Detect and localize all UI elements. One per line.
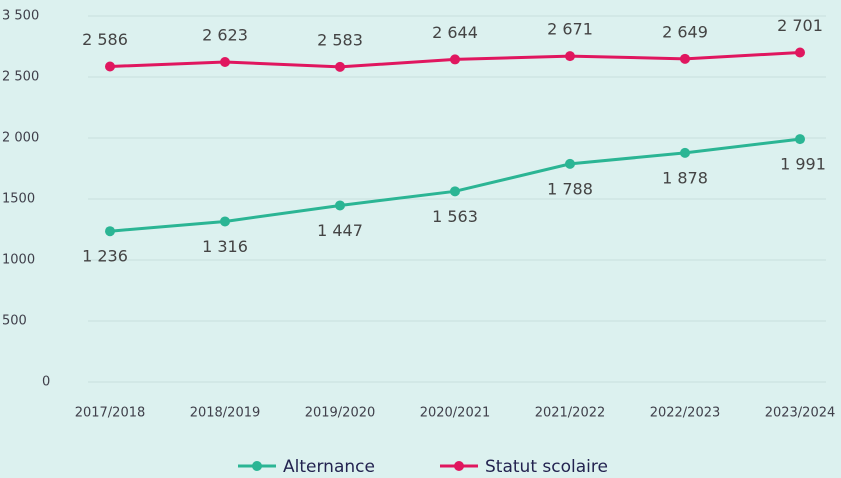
- data-label: 2 623: [202, 25, 248, 44]
- data-point: [795, 134, 805, 145]
- legend-marker: [454, 461, 464, 471]
- x-tick-label: 2017/2018: [75, 406, 146, 421]
- x-tick-label: 2022/2023: [650, 406, 721, 421]
- data-label: 2 649: [662, 22, 708, 41]
- data-label: 1 991: [780, 155, 826, 174]
- data-label: 2 644: [432, 23, 478, 42]
- data-label: 2 586: [82, 30, 128, 49]
- data-point: [795, 47, 805, 58]
- x-tick-label: 2021/2022: [535, 406, 606, 421]
- data-label: 2 701: [777, 16, 823, 35]
- data-label: 2 671: [547, 20, 593, 39]
- y-tick-label: 3 500: [2, 9, 39, 24]
- y-tick-label: 500: [2, 314, 27, 329]
- data-point: [105, 226, 115, 237]
- data-point: [450, 186, 460, 197]
- data-label: 1 316: [202, 237, 248, 256]
- y-tick-label: 1000: [2, 253, 35, 268]
- data-point: [335, 200, 345, 211]
- data-point: [105, 61, 115, 72]
- data-point: [450, 54, 460, 65]
- data-point: [565, 158, 575, 169]
- data-point: [565, 51, 575, 62]
- data-label: 1 563: [432, 207, 478, 226]
- data-point: [220, 56, 230, 67]
- y-tick-label: 0: [42, 375, 50, 390]
- x-tick-label: 2020/2021: [420, 406, 491, 421]
- data-label: 1 447: [317, 221, 363, 240]
- y-tick-label: 2 000: [2, 131, 39, 146]
- data-label: 1 236: [82, 247, 128, 266]
- legend-label: Statut scolaire: [485, 457, 608, 477]
- legend-marker: [252, 461, 262, 471]
- data-label: 2 583: [317, 30, 363, 49]
- legend-label: Alternance: [283, 457, 375, 477]
- y-tick-label: 2 500: [2, 70, 39, 85]
- data-point: [335, 61, 345, 72]
- data-point: [680, 147, 690, 158]
- data-point: [680, 53, 690, 64]
- x-tick-label: 2019/2020: [305, 406, 376, 421]
- x-tick-label: 2018/2019: [190, 406, 261, 421]
- data-label: 1 788: [547, 179, 593, 198]
- data-label: 1 878: [662, 168, 708, 187]
- x-tick-label: 2023/2024: [765, 406, 836, 421]
- y-tick-label: 1500: [2, 192, 35, 207]
- data-point: [220, 216, 230, 227]
